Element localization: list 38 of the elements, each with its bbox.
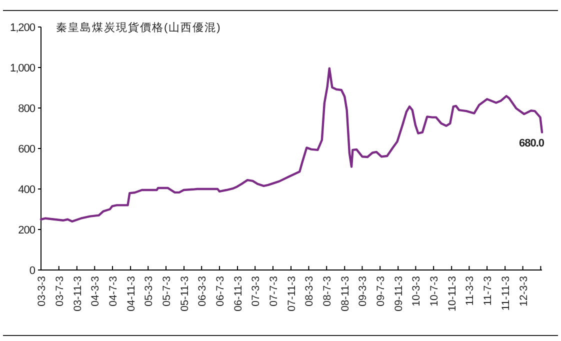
x-tick-label: 03-11-3	[72, 276, 84, 312]
x-tick-label: 06-3-3	[196, 276, 209, 306]
y-tick-label: 0	[29, 265, 36, 277]
x-tick-label: 07-11-3	[286, 276, 298, 312]
y-tick-label: 600	[18, 144, 36, 156]
x-tick-label: 04-7-3	[108, 276, 120, 306]
x-tick-label: 09-11-3	[393, 276, 406, 312]
y-tick-label: 200	[18, 224, 36, 236]
x-tick-label: 11-11-3	[500, 276, 512, 311]
x-tick-label: 05-3-3	[143, 276, 156, 306]
line-series	[40, 67, 544, 222]
x-tick-label: 09-7-3	[375, 276, 388, 306]
x-tick-label: 07-3-3	[250, 276, 262, 306]
x-tick-label: 11-7-3	[482, 276, 494, 306]
x-tick-label: 08-11-3	[340, 276, 352, 312]
x-tick-label: 04-11-3	[126, 276, 138, 312]
x-tick-label: 08-7-3	[322, 276, 334, 306]
x-tick-label: 11-3-3	[464, 276, 476, 306]
x-tick-label: 05-11-3	[179, 276, 192, 312]
y-tick-label: 1,000	[10, 62, 36, 74]
x-tick-label: 10-7-3	[428, 276, 441, 306]
x-tick-label: 03-7-3	[54, 276, 66, 306]
chart-title: 秦皇島煤炭現貨價格(山西優混)	[56, 21, 222, 34]
x-tick-label: 06-11-3	[232, 276, 244, 312]
x-tick-label: 10-3-3	[410, 276, 423, 306]
x-tick-label: 07-7-3	[268, 276, 280, 306]
annotation: 680.0	[518, 137, 544, 150]
x-tick-label: 10-11-3	[446, 276, 459, 312]
x-tick-label: 08-3-3	[304, 276, 316, 306]
x-tick-label: 06-7-3	[214, 276, 226, 306]
y-tick-label: 400	[18, 184, 36, 196]
x-tick-label: 04-3-3	[90, 276, 102, 306]
x-tick-label: 09-3-3	[357, 276, 370, 306]
x-tick-label: 05-7-3	[160, 276, 173, 306]
y-tick-label: 1,200	[10, 22, 36, 34]
y-tick-label: 800	[18, 103, 36, 115]
x-tick-label: 03-3-3	[36, 276, 48, 306]
x-tick-label: 12-3-3	[518, 276, 530, 306]
